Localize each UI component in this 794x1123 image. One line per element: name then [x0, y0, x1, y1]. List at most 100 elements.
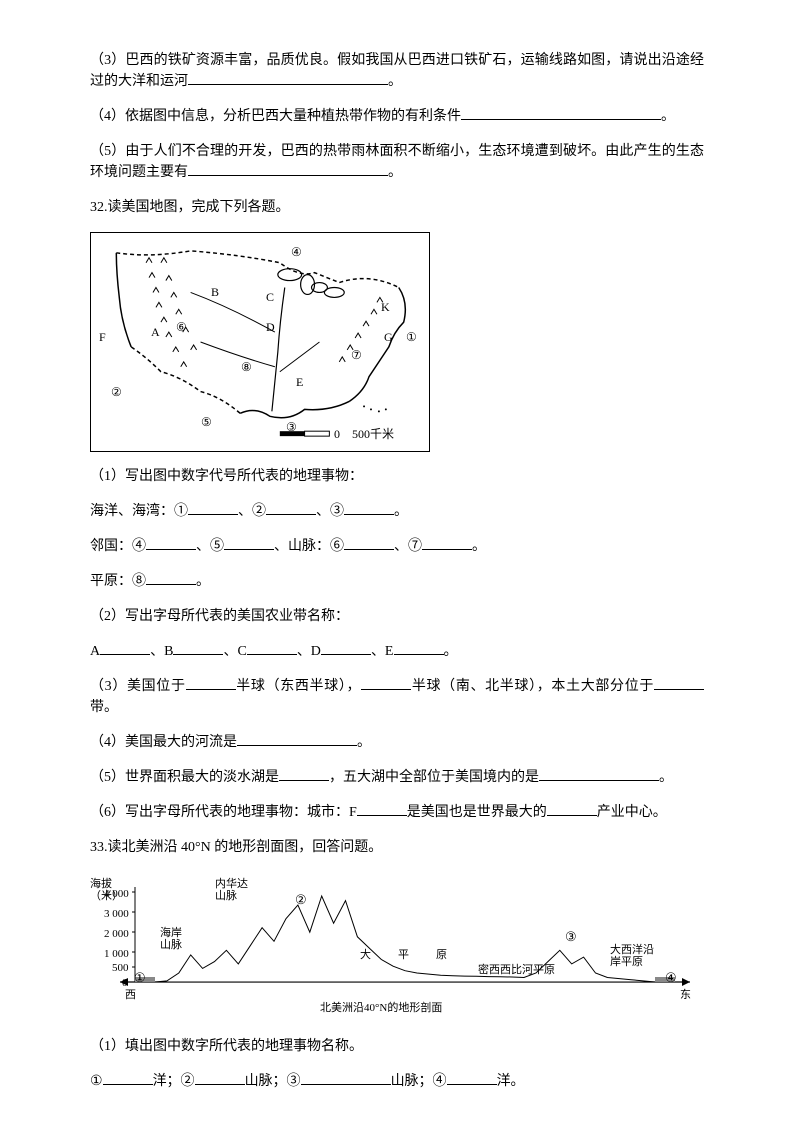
- t: 半球（南、北半球），本土大部分位于: [411, 679, 654, 694]
- q31-p4-text: （4）依据图中信息，分析巴西大量种植热带作物的有利条件: [90, 109, 461, 124]
- blank-mtn-6[interactable]: [344, 536, 394, 550]
- q33-p1a: ①洋；②山脉；③山脉；④洋。: [90, 1071, 704, 1092]
- map-label-D: D: [266, 318, 275, 336]
- map-scale: 0 500千米: [334, 425, 394, 443]
- blank-A[interactable]: [100, 641, 150, 655]
- t: （5）世界面积最大的淡水湖是: [90, 770, 279, 785]
- t: 产业中心。: [597, 805, 667, 820]
- sep: 、③: [316, 504, 344, 519]
- blank-D[interactable]: [321, 641, 371, 655]
- blank-city-F[interactable]: [357, 802, 407, 816]
- blank-neighbor-5[interactable]: [224, 536, 274, 550]
- t: （3）美国位于: [90, 679, 186, 694]
- blank-ocean-3[interactable]: [344, 501, 394, 515]
- map-num-1: ①: [406, 328, 417, 346]
- map-label-G: G: [384, 328, 393, 346]
- map-num-8: ⑧: [241, 358, 252, 376]
- sep: 、山脉：⑥: [274, 539, 344, 554]
- blank-ocean-2[interactable]: [266, 501, 316, 515]
- lbl-central: 大 平 原: [360, 947, 455, 964]
- q31-p4-suffix: 。: [661, 109, 675, 124]
- blank-zone[interactable]: [654, 676, 704, 690]
- blank-lake-us[interactable]: [539, 767, 659, 781]
- usa-map-svg: [91, 233, 429, 451]
- blank-33-2[interactable]: [195, 1071, 245, 1085]
- q32-p1: （1）写出图中数字代号所代表的地理事物：: [90, 466, 704, 487]
- t: ，五大湖中全部位于美国境内的是: [329, 770, 539, 785]
- q32-p6: （6）写出字母所代表的地理事物：城市：F 是美国也是世界最大的 产业中心。: [90, 802, 704, 823]
- blank-33-4[interactable]: [447, 1071, 497, 1085]
- blank-hemi-ns[interactable]: [361, 676, 411, 690]
- end: 。: [196, 574, 210, 589]
- lbl-west: 西: [125, 987, 136, 1004]
- q32-p1b: 邻国：④、⑤、山脉：⑥、⑦。: [90, 536, 704, 557]
- lbl-nevada: 内华达山脉: [215, 878, 248, 902]
- q32-p1c: 平原：⑧ 。: [90, 571, 704, 592]
- lbl-C: 、C: [223, 644, 246, 659]
- q31-p5-blank[interactable]: [188, 162, 388, 176]
- blank-hemi-ew[interactable]: [186, 676, 236, 690]
- t: 洋；②: [153, 1074, 195, 1089]
- blank-B[interactable]: [173, 641, 223, 655]
- blank-ocean-1[interactable]: [188, 501, 238, 515]
- q31-p4-blank[interactable]: [461, 106, 661, 120]
- profile-caption: 北美洲沿40°N的地形剖面: [320, 1000, 442, 1017]
- blank-lake[interactable]: [279, 767, 329, 781]
- q32-p1b-label: 邻国：④: [90, 539, 146, 554]
- blank-river[interactable]: [237, 732, 357, 746]
- map-num-7: ⑦: [351, 346, 362, 364]
- t: 。: [357, 735, 371, 750]
- q32-title: 32.读美国地图，完成下列各题。: [90, 197, 704, 218]
- q32-p1a-label: 海洋、海湾：①: [90, 504, 188, 519]
- t: 。: [659, 770, 673, 785]
- q31-p3: （3）巴西的铁矿资源丰富，品质优良。假如我国从巴西进口铁矿石，运输线路如图，请说…: [90, 50, 704, 92]
- ytick-2000: 2 000: [104, 926, 129, 943]
- blank-C[interactable]: [247, 641, 297, 655]
- q32-p2: （2）写出字母所代表的美国农业带名称：: [90, 606, 704, 627]
- lbl-A: A: [90, 644, 100, 659]
- q32-p1a: 海洋、海湾：①、②、③。: [90, 501, 704, 522]
- t: 山脉；④: [391, 1074, 447, 1089]
- end: 。: [472, 539, 486, 554]
- q31-p4: （4）依据图中信息，分析巴西大量种植热带作物的有利条件 。: [90, 106, 704, 127]
- sep: 、⑤: [196, 539, 224, 554]
- usa-map: A B C D E F G K ① ② ③ ④ ⑤ ⑥ ⑦ ⑧ 0 500千米: [90, 232, 430, 452]
- blank-33-1[interactable]: [103, 1071, 153, 1085]
- map-num-3: ③: [286, 418, 297, 436]
- q32-p1c-label: 平原：⑧: [90, 574, 146, 589]
- ytick-4000: 4 000: [104, 886, 129, 903]
- t: 带。: [90, 700, 118, 715]
- blank-plain-8[interactable]: [146, 571, 196, 585]
- map-label-K: K: [381, 298, 390, 316]
- ytick-3000: 3 000: [104, 906, 129, 923]
- q33-p1: （1）填出图中数字所代表的地理事物名称。: [90, 1036, 704, 1057]
- t: ①: [90, 1074, 103, 1089]
- map-label-B: B: [211, 283, 219, 301]
- blank-mtn-7[interactable]: [422, 536, 472, 550]
- lbl-east: 东: [680, 987, 691, 1004]
- lbl-E: 、E: [371, 644, 394, 659]
- blank-neighbor-4[interactable]: [146, 536, 196, 550]
- q31-p5: （5）由于人们不合理的开发，巴西的热带雨林面积不断缩小，生态环境遭到破坏。由此产…: [90, 141, 704, 183]
- map-num-5: ⑤: [201, 413, 212, 431]
- q32-p3: （3）美国位于 半球（东西半球）， 半球（南、北半球），本土大部分位于带。: [90, 676, 704, 718]
- terrain-profile: 海拔（米） 4 000 3 000 2 000 1 000 500 0 海岸山脉…: [90, 872, 705, 1022]
- t: 是美国也是世界最大的: [407, 805, 547, 820]
- blank-33-3[interactable]: [301, 1071, 391, 1085]
- marker-3: ③: [565, 927, 577, 947]
- lbl-B: 、B: [150, 644, 173, 659]
- map-label-A: A: [151, 323, 160, 341]
- blank-industry[interactable]: [547, 802, 597, 816]
- sep: 、②: [238, 504, 266, 519]
- t: 洋。: [497, 1074, 525, 1089]
- t: 半球（东西半球），: [236, 679, 362, 694]
- map-num-4: ④: [291, 243, 302, 261]
- t: （6）写出字母所代表的地理事物：城市：F: [90, 805, 357, 820]
- q31-p3-blank[interactable]: [188, 71, 388, 85]
- q31-p5-suffix: 。: [388, 165, 402, 180]
- end: 。: [444, 644, 458, 659]
- map-label-E: E: [296, 373, 303, 391]
- t: （4）美国最大的河流是: [90, 735, 237, 750]
- lbl-D: 、D: [297, 644, 321, 659]
- blank-E[interactable]: [394, 641, 444, 655]
